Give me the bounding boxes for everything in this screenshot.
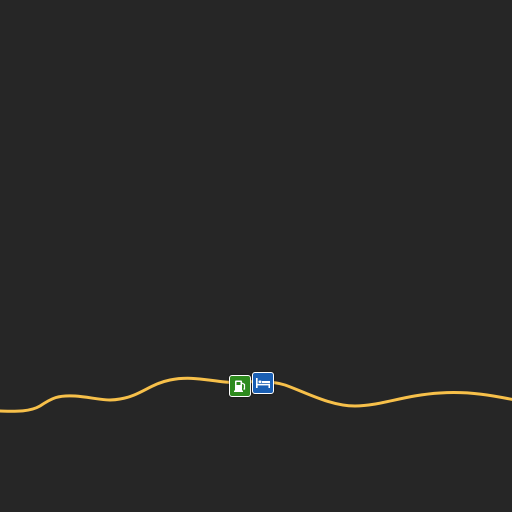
highway-road[interactable] <box>0 376 512 413</box>
lodging-marker[interactable] <box>252 372 274 394</box>
bed-icon <box>255 377 271 389</box>
fuel-station-marker[interactable] <box>229 375 251 397</box>
fuel-pump-icon <box>233 379 247 393</box>
